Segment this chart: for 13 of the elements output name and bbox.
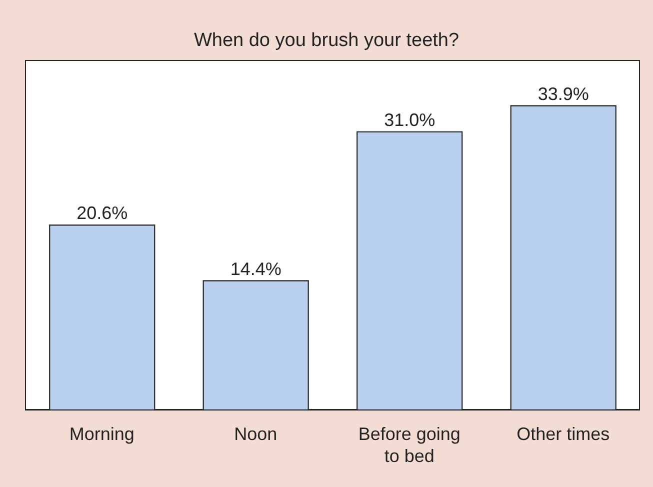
data-label: 31.0% xyxy=(384,110,436,130)
x-tick-label: Morning xyxy=(69,424,134,444)
x-tick-label: Noon xyxy=(234,424,278,444)
data-label: 14.4% xyxy=(230,258,282,279)
chart-title: When do you brush your teeth? xyxy=(192,30,460,52)
x-tick-label: Before going to bed xyxy=(358,424,460,466)
data-label: 20.6% xyxy=(76,203,128,224)
bar xyxy=(510,105,616,410)
x-tick-label: Other times xyxy=(516,424,610,444)
bar xyxy=(49,224,156,410)
bar xyxy=(356,131,463,410)
data-label: 33.9% xyxy=(538,84,589,104)
bar xyxy=(202,280,309,410)
